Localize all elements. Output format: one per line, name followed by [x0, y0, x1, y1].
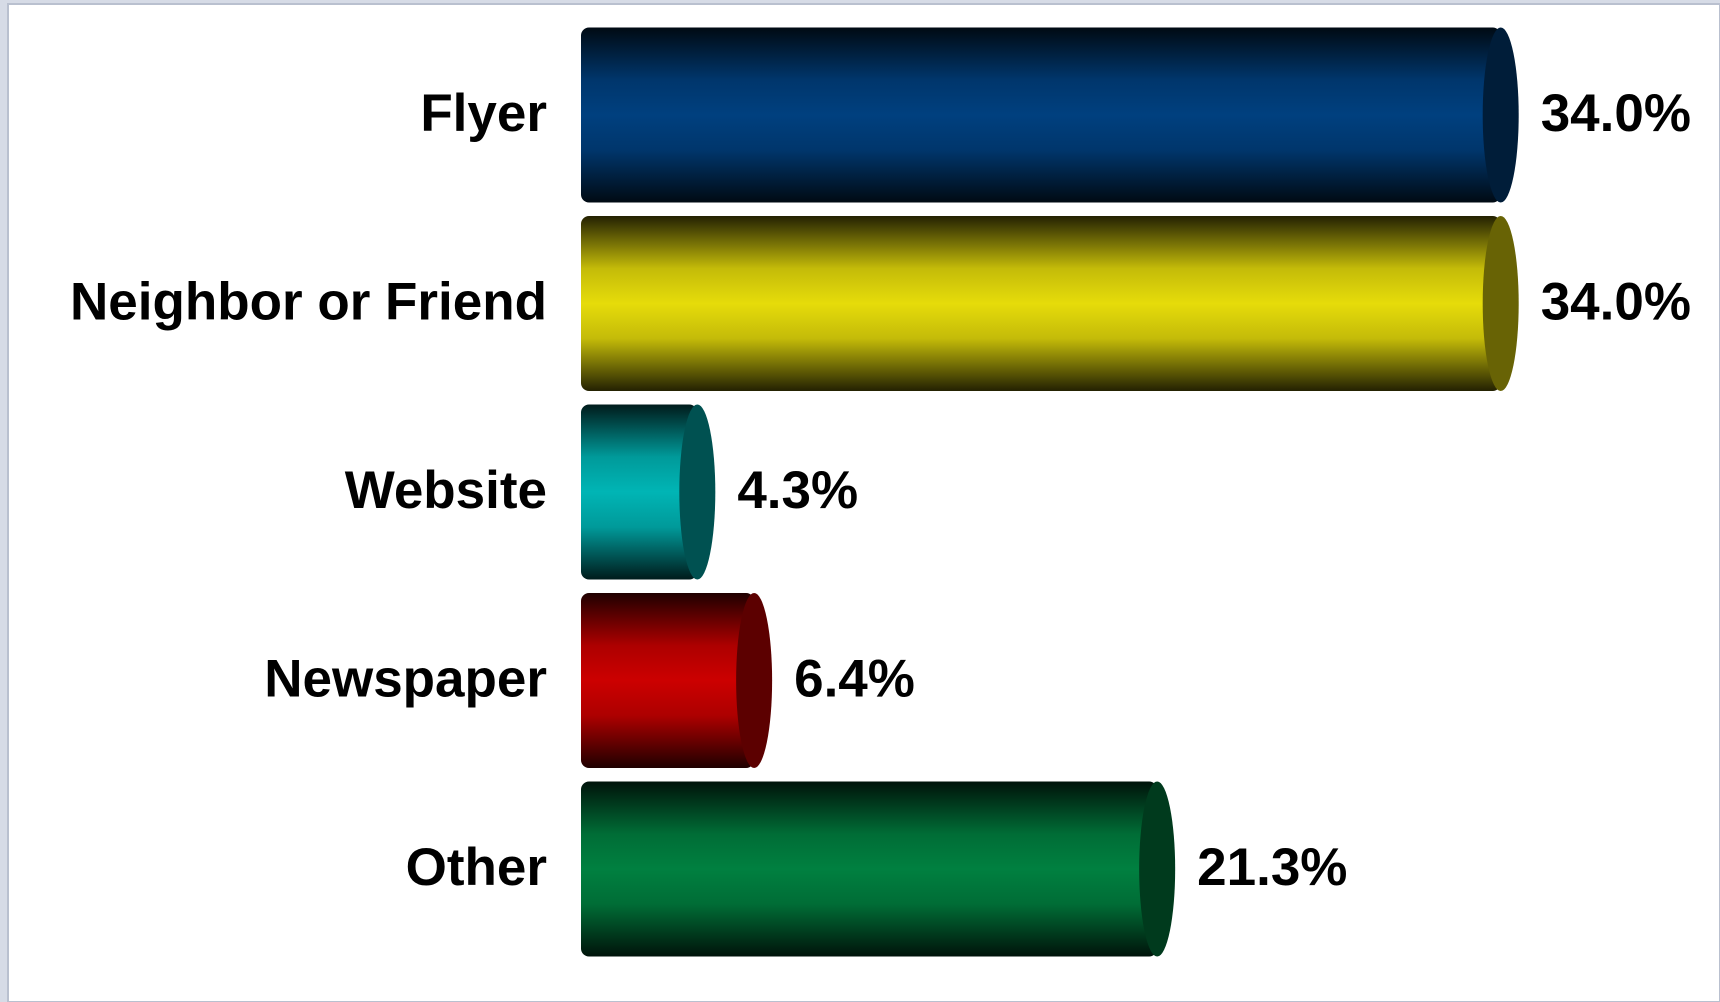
value-label: 21.3%: [1197, 838, 1347, 897]
bar: [581, 404, 698, 580]
category-label: Other: [406, 838, 547, 897]
bar-cap: [679, 404, 716, 580]
bar: [581, 593, 755, 768]
value-label: 6.4%: [794, 650, 915, 709]
bar: [581, 216, 1501, 391]
category-label: Neighbor or Friend: [70, 273, 547, 332]
category-label: Newspaper: [264, 650, 547, 709]
bar-cap: [1482, 27, 1519, 203]
value-label: 34.0%: [1541, 84, 1691, 143]
value-label: 4.3%: [737, 461, 858, 520]
category-label: Flyer: [420, 84, 547, 143]
bar: [581, 781, 1158, 957]
category-label: Website: [345, 461, 547, 520]
bar-cap: [736, 593, 773, 768]
bar-cap: [1139, 781, 1176, 957]
value-label: 34.0%: [1541, 273, 1691, 332]
bar: [581, 27, 1501, 203]
bar-cap: [1482, 216, 1519, 391]
